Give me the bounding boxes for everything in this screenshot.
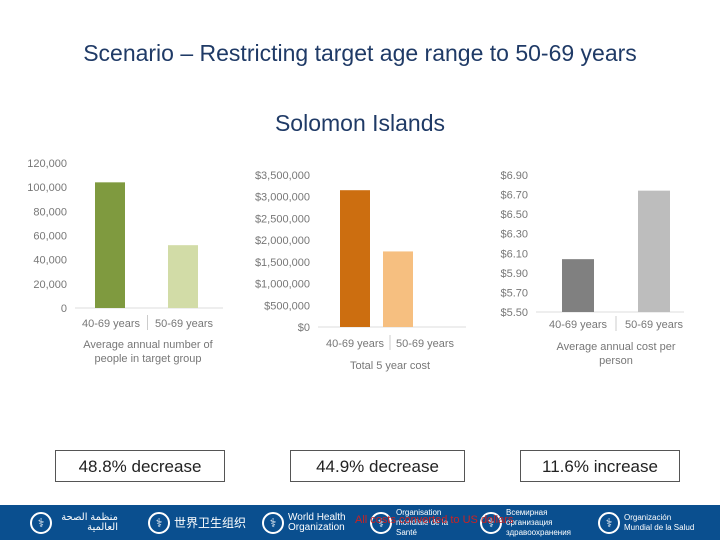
category-label: 40-69 years bbox=[326, 338, 385, 350]
who-logo-text: 世界卫生组织 bbox=[174, 516, 247, 530]
bar bbox=[340, 190, 370, 327]
y-tick-label: $2,000,000 bbox=[255, 235, 310, 247]
y-tick-label: $6.30 bbox=[500, 229, 528, 241]
chart-subtitle: Solomon Islands bbox=[274, 110, 446, 136]
category-label: 50-69 years bbox=[625, 319, 684, 331]
y-tick-label: $5.90 bbox=[500, 268, 528, 280]
who-logo-text: Organisation mondiale de la Santé bbox=[396, 508, 449, 537]
bar bbox=[95, 182, 125, 308]
y-tick-label: $0 bbox=[298, 322, 310, 334]
y-tick-label: $5.70 bbox=[500, 287, 528, 299]
who-emblem-icon: ⚕ bbox=[598, 512, 620, 534]
y-tick-label: $1,500,000 bbox=[255, 257, 310, 269]
chart-title: Average annual number of bbox=[83, 339, 213, 351]
category-label: 40-69 years bbox=[549, 319, 608, 331]
y-tick-label: 80,000 bbox=[33, 206, 67, 218]
y-tick-label: $6.10 bbox=[500, 248, 528, 260]
who-emblem-icon: ⚕ bbox=[30, 512, 52, 534]
who-logo-arabic: ⚕ منظمة الصحة العالمية bbox=[30, 511, 118, 535]
slide-title: Scenario – Restricting target age range … bbox=[83, 40, 637, 66]
footer-bar: ⚕ منظمة الصحة العالمية ⚕ 世界卫生组织 ⚕ World … bbox=[0, 505, 720, 540]
change-box-2: 44.9% decrease bbox=[290, 450, 465, 482]
bar bbox=[168, 245, 198, 308]
who-logo-text: Всемирная организация здравоохранения bbox=[506, 508, 572, 537]
y-tick-label: $6.90 bbox=[500, 170, 528, 182]
category-label: 40-69 years bbox=[82, 318, 141, 330]
who-emblem-icon: ⚕ bbox=[370, 512, 392, 534]
change-box-1: 48.8% decrease bbox=[55, 450, 225, 482]
who-logo-text: Organización Mundial de la Salud bbox=[624, 513, 695, 532]
charts-canvas: 0 20,000 40,000 60,000 80,000 100,000 120,000 4… bbox=[27, 158, 684, 372]
y-tick-label: 40,000 bbox=[33, 255, 67, 267]
who-logo-text: منظمة الصحة العالمية bbox=[61, 512, 118, 533]
who-logo-chinese: ⚕ 世界卫生组织 bbox=[148, 511, 246, 535]
y-tick-label: $2,500,000 bbox=[255, 213, 310, 225]
who-logo-russian: ⚕ Всемирная организация здравоохранения bbox=[480, 508, 591, 537]
who-logo-spanish: ⚕ Organización Mundial de la Salud bbox=[598, 511, 699, 535]
who-emblem-icon: ⚕ bbox=[262, 512, 284, 534]
y-tick-label: 120,000 bbox=[27, 158, 67, 170]
y-tick-label: $500,000 bbox=[264, 300, 310, 312]
chart-title: person bbox=[599, 355, 633, 367]
y-tick-label: $5.50 bbox=[500, 307, 528, 319]
y-tick-label: $1,000,000 bbox=[255, 279, 310, 291]
who-emblem-icon: ⚕ bbox=[480, 512, 502, 534]
bar bbox=[383, 251, 413, 327]
y-tick-label: 100,000 bbox=[27, 182, 67, 194]
y-tick-label: 60,000 bbox=[33, 231, 67, 243]
y-tick-label: $3,000,000 bbox=[255, 192, 310, 204]
category-label: 50-69 years bbox=[155, 318, 214, 330]
y-tick-label: $6.50 bbox=[500, 209, 528, 221]
who-logo-english: ⚕ World Health Organization bbox=[262, 511, 348, 535]
chart-title: Average annual cost per bbox=[556, 341, 675, 353]
bar bbox=[638, 190, 670, 312]
y-tick-label: $6.70 bbox=[500, 190, 528, 202]
chart-title: people in target group bbox=[94, 353, 201, 365]
who-emblem-icon: ⚕ bbox=[148, 512, 170, 534]
y-tick-label: $3,500,000 bbox=[255, 170, 310, 182]
who-logo-french: ⚕ Organisation mondiale de la Santé bbox=[370, 508, 471, 537]
currency-footnote: All costs converted to US dollars bbox=[355, 514, 514, 526]
y-tick-label: 20,000 bbox=[33, 279, 67, 291]
bar bbox=[562, 259, 594, 312]
change-box-3: 11.6% increase bbox=[520, 450, 680, 482]
who-logo-text: World Health Organization bbox=[288, 512, 346, 533]
category-label: 50-69 years bbox=[396, 338, 455, 350]
y-tick-label: 0 bbox=[61, 303, 67, 315]
chart-title: Total 5 year cost bbox=[350, 360, 430, 372]
